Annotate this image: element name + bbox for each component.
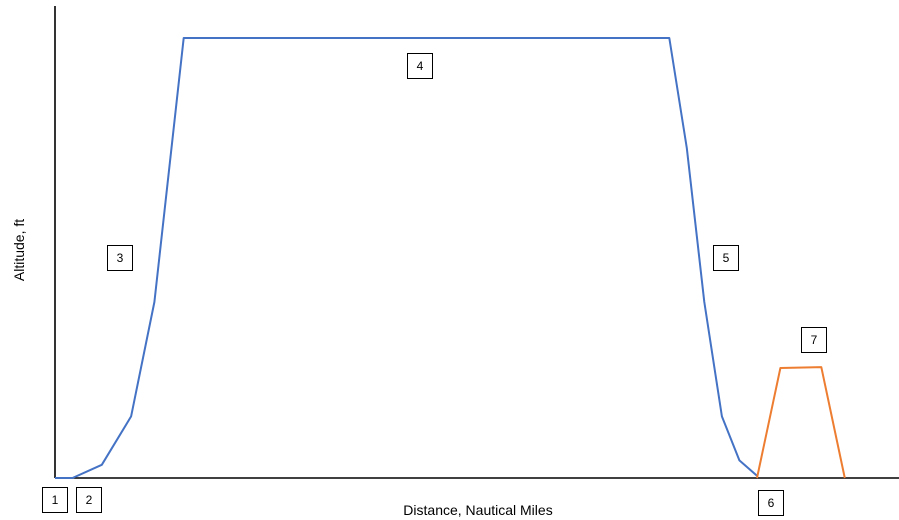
y-axis-label: Altitude, ft: [11, 218, 27, 282]
segment-label-1: 1: [42, 487, 68, 513]
segment-label-5: 5: [713, 245, 739, 271]
secondary-flight-profile-line: [756, 366, 846, 479]
segment-label-4: 4: [407, 53, 433, 79]
series-layer: [55, 37, 846, 479]
x-axis-label: Distance, Nautical Miles: [403, 502, 553, 518]
segment-label-7: 7: [801, 327, 827, 353]
segment-label-2: 2: [76, 487, 102, 513]
segment-label-6: 6: [758, 490, 784, 516]
main-flight-profile-line: [55, 37, 758, 479]
segment-label-3: 3: [107, 245, 133, 271]
